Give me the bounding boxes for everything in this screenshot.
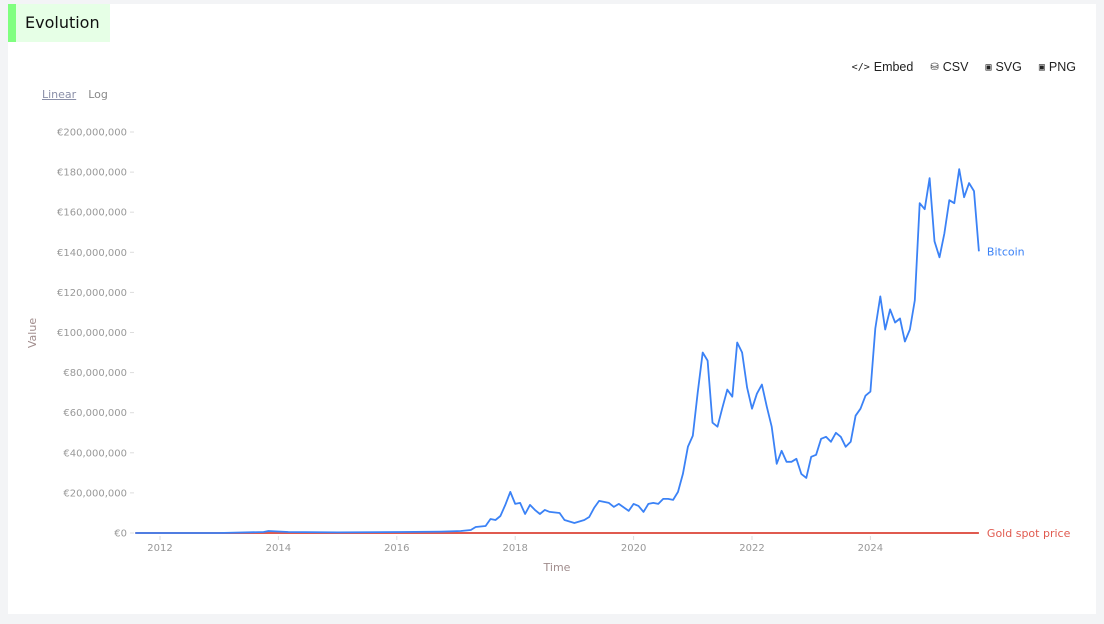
y-tick-label: €100,000,000 [57,328,127,339]
linear-scale-link[interactable]: Linear [42,88,77,101]
y-tick-label: €40,000,000 [63,448,127,459]
y-tick-label: €120,000,000 [57,288,127,299]
svg-label: SVG [995,60,1022,74]
y-axis-label: Value [26,318,39,348]
csv-label: CSV [942,60,969,74]
x-tick-label: 2024 [858,543,883,554]
export-toolbar: </> Embed ⛁ CSV ▣ SVG ▣ PNG [852,60,1076,74]
page-title: Evolution [25,13,100,32]
y-tick-label: €180,000,000 [57,168,127,179]
png-file-icon: ▣ [1038,61,1045,73]
svg-button[interactable]: ▣ SVG [985,60,1021,74]
y-tick-label: €80,000,000 [63,368,127,379]
x-axis-label: Time [543,561,571,574]
embed-label: Embed [873,60,914,74]
csv-button[interactable]: ⛁ CSV [930,60,968,74]
png-label: PNG [1048,60,1076,74]
y-tick-label: €60,000,000 [63,408,127,419]
y-tick-label: €20,000,000 [63,488,127,499]
y-tick-label: €160,000,000 [57,208,127,219]
section-title-badge: Evolution [8,4,110,42]
y-tick-label: €0 [114,529,127,540]
x-tick-label: 2022 [739,543,764,554]
series-label: Bitcoin [987,245,1025,258]
series-label: Gold spot price [987,527,1071,540]
y-tick-label: €200,000,000 [57,128,127,139]
png-button[interactable]: ▣ PNG [1039,60,1076,74]
embed-button[interactable]: </> Embed [852,60,914,74]
x-tick-label: 2016 [384,543,409,554]
x-tick-label: 2018 [502,543,527,554]
log-scale-link[interactable]: Log [88,88,108,101]
series-line-bitcoin[interactable] [135,168,980,534]
scale-toggle: Linear Log [42,88,108,101]
code-icon: </> [851,61,870,73]
svg-file-icon: ▣ [985,61,992,73]
database-download-icon: ⛁ [930,61,939,73]
x-tick-label: 2020 [621,543,646,554]
x-tick-label: 2012 [147,543,172,554]
y-tick-label: €140,000,000 [57,248,127,259]
x-tick-label: 2014 [266,543,291,554]
